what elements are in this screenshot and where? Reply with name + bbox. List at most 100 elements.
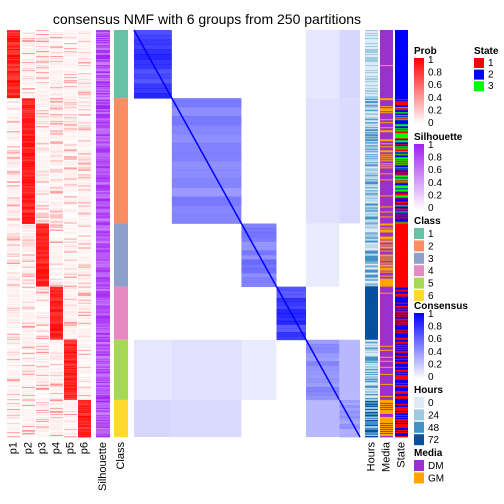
prob-cell [64,228,77,230]
state-cell [395,252,408,254]
hours-cell [365,417,378,420]
prob-cell [78,406,91,409]
silhouette-cell [96,265,110,267]
media-cell [380,177,393,179]
state-cell [395,57,408,59]
silhouette-cell [96,312,110,315]
state-cell [395,339,408,342]
class-legend-title: Class [414,216,441,227]
prob-cell [7,119,20,121]
media-cell [380,164,393,166]
prob-cell [36,272,49,274]
hours-cell [365,326,378,329]
prob-cell [78,86,91,88]
prob-cell [36,226,49,228]
prob-cell [36,273,49,275]
prob-cell [7,34,20,36]
state-cell [395,79,408,81]
prob-cell [64,397,77,400]
prob-cell [50,193,63,195]
prob-cell [36,283,49,286]
consensus-block [339,410,360,414]
prob-cell [22,132,35,134]
hours-legend-label: 24 [428,410,440,421]
hours-cell [365,325,378,328]
hours-cell [365,263,378,265]
media-cell [380,183,393,185]
hours-cell [365,400,378,403]
prob-cell [22,109,35,111]
prob-cell [7,84,20,86]
silhouette-cell [96,221,110,223]
prob-cell [50,329,63,332]
prob-cell [64,156,77,158]
media-cell [380,124,393,126]
prob-cell [7,67,20,69]
prob-cell [50,240,63,242]
silhouette-cell [96,249,110,251]
consensus-block [241,282,277,288]
prob-cell [50,259,63,261]
prob-cell [22,297,35,300]
prob-cell [50,343,63,346]
silhouette-cell [96,328,110,331]
prob-cell [50,428,63,431]
silhouette-cell [96,276,110,279]
hours-cell [365,255,378,257]
prob-cell [22,357,35,360]
prob-cell [50,245,63,247]
hours-cell [365,242,378,244]
silhouette-cell [96,115,110,117]
state-cell [395,271,408,273]
prob-cell [7,276,20,279]
silhouette-cell [96,314,110,317]
prob-cell [50,57,63,59]
prob-cell [50,262,63,264]
prob-cell [50,375,63,378]
silhouette-cell [96,250,110,252]
prob-cell [22,345,35,348]
consensus-block [171,142,242,153]
silhouette-cell [96,255,110,257]
prob-cell [50,135,63,137]
state-cell [395,142,408,144]
media-cell [380,48,393,50]
state-cell [395,355,408,358]
silhouette-cell [96,371,110,374]
hours-cell [365,421,378,424]
hours-cell [365,63,378,65]
prob-cell [7,130,20,132]
prob-cell [22,54,35,56]
hours-cell [365,401,378,404]
consensus-offblock [306,399,340,437]
class-legend-label: 2 [428,241,434,252]
prob-cell [36,185,49,187]
prob-cell [36,116,49,118]
state-cell [395,140,408,142]
class-legend-label: 6 [428,291,434,302]
hours-cell [365,311,378,314]
prob-cell [36,371,49,374]
prob-cell [7,337,20,340]
prob-cell [22,333,35,336]
consensus-block [276,290,306,295]
state-cell [395,241,408,243]
prob-cell [22,53,35,55]
hours-cell [365,84,378,86]
media-cell [380,294,393,297]
prob-cell [64,421,77,424]
prob-cell [78,56,91,58]
prob-cell [36,78,49,80]
prob-cell [22,134,35,136]
state-cell [395,128,408,130]
prob-cell [36,296,49,299]
prob-cell [78,162,91,164]
prob-cell [36,91,49,93]
prob-cell [36,291,49,294]
prob-cell [7,253,20,255]
state-cell [395,386,408,389]
prob-cell [22,322,35,325]
prob-cell [50,155,63,157]
prob-cell [78,110,91,112]
prob-cell [36,423,49,426]
